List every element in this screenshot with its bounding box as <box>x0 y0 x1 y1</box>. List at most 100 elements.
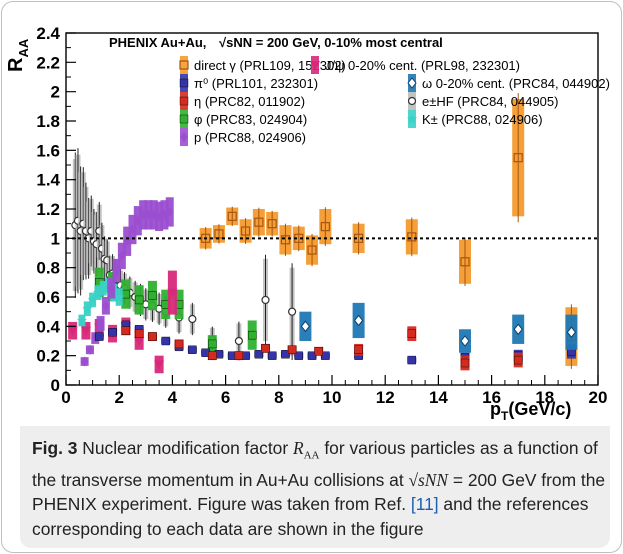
data-point <box>566 326 577 339</box>
data-point <box>294 351 303 360</box>
data-point <box>407 232 417 242</box>
caption-symbol-sub: AA <box>303 449 320 462</box>
legend-label: π⁰ (PRL101, 232301) <box>194 76 318 91</box>
y-tick-label: 1 <box>51 229 60 248</box>
caption-ref-link[interactable]: [11] <box>410 494 439 515</box>
data-point <box>254 217 264 227</box>
x-tick-label: 12 <box>376 388 395 407</box>
data-point <box>188 345 197 354</box>
x-tick-label: 8 <box>274 388 283 407</box>
legend-marker <box>179 114 189 124</box>
y-tick-label: 2.4 <box>36 24 60 43</box>
data-point <box>300 320 311 333</box>
caption-part4: and the references corresponding to each… <box>32 494 589 539</box>
data-point <box>95 332 104 341</box>
legend-label: p (PRC88, 024906) <box>194 130 306 145</box>
legend-label: K± (PRC88, 024906) <box>422 112 543 127</box>
x-tick-label: 16 <box>482 388 501 407</box>
series-7 <box>71 148 297 361</box>
data-point <box>314 347 323 356</box>
legend-label: direct γ (PRL109, 152302) <box>194 58 346 73</box>
x-tick-label: 4 <box>168 388 178 407</box>
x-tick-label: 10 <box>323 388 342 407</box>
data-point <box>167 288 178 298</box>
caption-formula: √sNN <box>408 469 449 490</box>
legend-entry: direct γ (PRL109, 152302) <box>179 56 346 74</box>
y-tick-label: 1.2 <box>36 200 60 219</box>
data-point <box>208 339 217 349</box>
y-axis-label: RAA <box>5 38 31 72</box>
y-tick-label: 1.8 <box>36 112 60 131</box>
legend-label: ω 0-20% cent. (PRC84, 044902) <box>422 76 610 91</box>
data-point <box>354 345 363 354</box>
data-point <box>460 358 470 368</box>
data-point <box>101 300 110 311</box>
data-point <box>460 257 470 267</box>
series-6 <box>299 302 578 353</box>
data-point <box>121 289 131 299</box>
y-tick-label: 1.6 <box>36 141 60 160</box>
x-tick-label: 2 <box>114 388 123 407</box>
data-point <box>121 326 131 335</box>
series-1 <box>94 320 576 365</box>
data-point <box>261 344 270 353</box>
data-point <box>80 326 91 336</box>
chart-title: √sNN = 200 GeV, 0-10% most central <box>219 35 443 50</box>
legend-label: e±HF (PRC84, 044905) <box>422 94 558 109</box>
y-tick-label: 0.8 <box>36 259 60 278</box>
data-point <box>234 351 244 360</box>
x-tick-label: 20 <box>589 388 608 407</box>
y-tick-label: 0.2 <box>36 347 60 366</box>
data-point <box>267 351 277 360</box>
data-point <box>134 337 145 346</box>
data-point <box>407 329 416 338</box>
legend-marker <box>180 132 188 142</box>
data-point <box>287 345 297 354</box>
caption-part3: = 200 GeV from the PHENIX experiment. Fi… <box>32 469 606 515</box>
x-tick-label: 6 <box>221 388 230 407</box>
legend-entry: π⁰ (PRL101, 232301) <box>179 74 318 92</box>
data-point <box>280 235 291 245</box>
data-point <box>174 339 184 349</box>
data-point <box>247 330 257 340</box>
data-point <box>96 318 105 329</box>
legend-entry: K± (PRC88, 024906) <box>407 110 543 128</box>
data-point <box>80 356 89 367</box>
figure-caption: Fig. 3 Nuclear modification factor RAA f… <box>20 426 610 548</box>
data-point <box>208 351 217 360</box>
data-point <box>267 219 277 229</box>
series-2 <box>121 326 523 371</box>
legend-swatch <box>180 56 188 74</box>
y-tick-label: 0 <box>51 376 60 395</box>
legend-label: J/ψ 0-20% cent. (PRL98, 232301) <box>325 58 520 73</box>
legend-entry: e±HF (PRC84, 044905) <box>407 92 558 110</box>
data-point <box>188 314 197 324</box>
data-point <box>240 226 251 236</box>
data-point <box>261 295 270 305</box>
data-point <box>161 336 170 346</box>
legend-marker <box>407 114 417 124</box>
data-point <box>108 328 117 337</box>
data-point <box>227 211 237 221</box>
data-point <box>134 329 144 338</box>
data-point <box>107 283 116 294</box>
data-point <box>288 307 297 316</box>
data-point <box>87 294 98 305</box>
data-point <box>353 314 364 327</box>
data-point <box>134 295 144 305</box>
chart-title-experiment: PHENIX Au+Au, <box>109 35 206 50</box>
caption-part1: Nuclear modification factor <box>82 438 293 458</box>
caption-text: Fig. 3 Nuclear modification factor RAA f… <box>32 436 606 541</box>
data-point <box>307 245 317 255</box>
series-4 <box>80 197 174 367</box>
data-point <box>513 153 523 163</box>
x-axis-label: pT(GeV/c) <box>490 399 571 423</box>
data-point <box>281 350 290 359</box>
legend-marker <box>407 96 417 106</box>
raa-chart: 0 2 4 6 8 10 12 14 16 18 20 0 0.2 0.4 0.6 0.8 1 1.2 1.4 1.6… <box>5 24 610 423</box>
data-point <box>201 233 211 243</box>
legend-marker <box>407 77 417 89</box>
x-tick-label: 18 <box>535 388 554 407</box>
y-tick-label: 2.2 <box>36 53 60 72</box>
